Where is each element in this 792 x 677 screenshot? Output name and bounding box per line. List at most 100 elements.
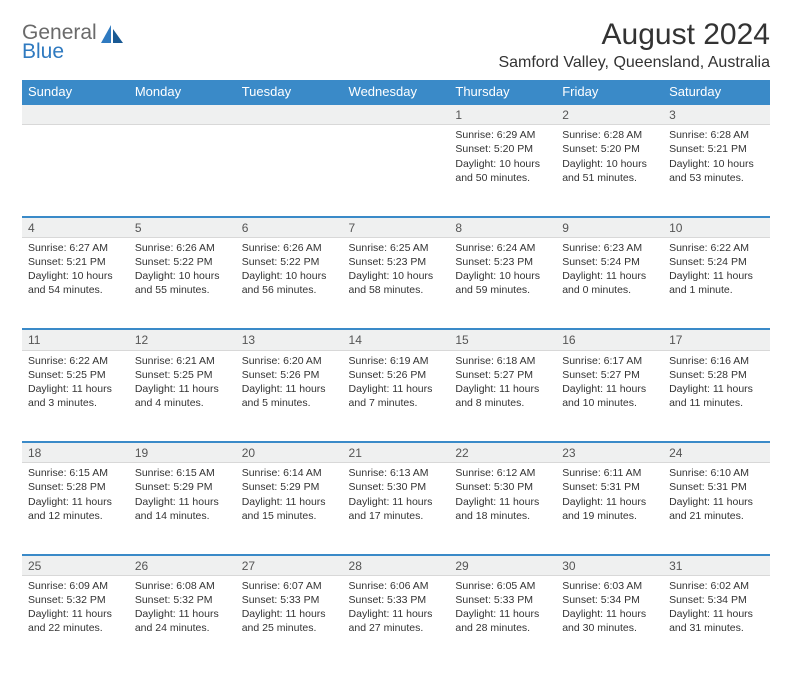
day-cell-body: Sunrise: 6:11 AMSunset: 5:31 PMDaylight:… — [556, 463, 663, 527]
sunrise-line: Sunrise: 6:05 AM — [455, 579, 550, 593]
calendar-page: General Blue August 2024 Samford Valley,… — [0, 0, 792, 677]
day-cell-body: Sunrise: 6:07 AMSunset: 5:33 PMDaylight:… — [236, 576, 343, 640]
day-number-cell: 11 — [22, 329, 129, 350]
daylight-line: Daylight: 11 hours and 3 minutes. — [28, 382, 123, 410]
sunset-line: Sunset: 5:29 PM — [242, 480, 337, 494]
day-cell: Sunrise: 6:26 AMSunset: 5:22 PMDaylight:… — [129, 237, 236, 329]
daylight-line: Daylight: 10 hours and 54 minutes. — [28, 269, 123, 297]
sunrise-line: Sunrise: 6:26 AM — [242, 241, 337, 255]
day-cell-body: Sunrise: 6:02 AMSunset: 5:34 PMDaylight:… — [663, 576, 770, 640]
sunrise-line: Sunrise: 6:26 AM — [135, 241, 230, 255]
day-number-cell: 16 — [556, 329, 663, 350]
daynum-row: 45678910 — [22, 217, 770, 238]
day-cell: Sunrise: 6:19 AMSunset: 5:26 PMDaylight:… — [343, 350, 450, 442]
sunrise-line: Sunrise: 6:29 AM — [455, 128, 550, 142]
weekday-header: Sunday — [22, 80, 129, 104]
day-cell: Sunrise: 6:18 AMSunset: 5:27 PMDaylight:… — [449, 350, 556, 442]
day-cell: Sunrise: 6:03 AMSunset: 5:34 PMDaylight:… — [556, 575, 663, 667]
day-cell: Sunrise: 6:22 AMSunset: 5:24 PMDaylight:… — [663, 237, 770, 329]
day-cell: Sunrise: 6:11 AMSunset: 5:31 PMDaylight:… — [556, 463, 663, 555]
sunset-line: Sunset: 5:24 PM — [669, 255, 764, 269]
daylight-line: Daylight: 11 hours and 12 minutes. — [28, 495, 123, 523]
weekday-header: Wednesday — [343, 80, 450, 104]
day-number-cell — [343, 104, 450, 125]
day-cell-body: Sunrise: 6:15 AMSunset: 5:28 PMDaylight:… — [22, 463, 129, 527]
sunset-line: Sunset: 5:31 PM — [562, 480, 657, 494]
sunrise-line: Sunrise: 6:28 AM — [669, 128, 764, 142]
weekday-header-row: Sunday Monday Tuesday Wednesday Thursday… — [22, 80, 770, 104]
day-number-cell: 20 — [236, 442, 343, 463]
sunrise-line: Sunrise: 6:23 AM — [562, 241, 657, 255]
sunset-line: Sunset: 5:25 PM — [135, 368, 230, 382]
sunset-line: Sunset: 5:28 PM — [669, 368, 764, 382]
daylight-line: Daylight: 11 hours and 5 minutes. — [242, 382, 337, 410]
day-cell-body: Sunrise: 6:06 AMSunset: 5:33 PMDaylight:… — [343, 576, 450, 640]
week-row: Sunrise: 6:22 AM Sunset: 5:25 PM Daylight:… — [22, 350, 770, 442]
sunrise-line: Sunrise: 6:22 AM — [28, 354, 123, 368]
sunrise-line: Sunrise: 6:11 AM — [562, 466, 657, 480]
day-number-cell: 30 — [556, 555, 663, 576]
weekday-header: Monday — [129, 80, 236, 104]
sunset-line: Sunset: 5:20 PM — [455, 142, 550, 156]
day-cell-body: Sunrise: 6:12 AMSunset: 5:30 PMDaylight:… — [449, 463, 556, 527]
day-cell: Sunrise: 6:25 AMSunset: 5:23 PMDaylight:… — [343, 237, 450, 329]
day-cell: Sunrise: 6:22 AMSunset: 5:25 PMDaylight:… — [22, 350, 129, 442]
daylight-line: Daylight: 10 hours and 51 minutes. — [562, 157, 657, 185]
sunrise-line: Sunrise: 6:12 AM — [455, 466, 550, 480]
logo-text: General Blue — [22, 24, 97, 62]
daylight-line: Daylight: 10 hours and 58 minutes. — [349, 269, 444, 297]
day-number-cell: 5 — [129, 217, 236, 238]
daylight-line: Daylight: 10 hours and 53 minutes. — [669, 157, 764, 185]
sunrise-line: Sunrise: 6:19 AM — [349, 354, 444, 368]
day-cell: Sunrise: 6:12 AMSunset: 5:30 PMDaylight:… — [449, 463, 556, 555]
daylight-line: Daylight: 11 hours and 21 minutes. — [669, 495, 764, 523]
daylight-line: Daylight: 11 hours and 15 minutes. — [242, 495, 337, 523]
day-number-cell: 17 — [663, 329, 770, 350]
sunset-line: Sunset: 5:33 PM — [455, 593, 550, 607]
weekday-header: Tuesday — [236, 80, 343, 104]
day-cell-body: Sunrise: 6:14 AMSunset: 5:29 PMDaylight:… — [236, 463, 343, 527]
sunrise-line: Sunrise: 6:10 AM — [669, 466, 764, 480]
day-number-cell: 18 — [22, 442, 129, 463]
daylight-line: Daylight: 11 hours and 18 minutes. — [455, 495, 550, 523]
day-cell — [343, 125, 450, 217]
daylight-line: Daylight: 11 hours and 1 minute. — [669, 269, 764, 297]
day-cell-body: Sunrise: 6:05 AMSunset: 5:33 PMDaylight:… — [449, 576, 556, 640]
day-cell-body: Sunrise: 6:22 AMSunset: 5:24 PMDaylight:… — [663, 238, 770, 302]
day-number-cell — [22, 104, 129, 125]
day-cell-body: Sunrise: 6:03 AMSunset: 5:34 PMDaylight:… — [556, 576, 663, 640]
day-cell: Sunrise: 6:24 AMSunset: 5:23 PMDaylight:… — [449, 237, 556, 329]
day-number-cell: 24 — [663, 442, 770, 463]
weekday-header: Thursday — [449, 80, 556, 104]
daylight-line: Daylight: 10 hours and 50 minutes. — [455, 157, 550, 185]
daynum-row: 18192021222324 — [22, 442, 770, 463]
day-cell-body: Sunrise: 6:19 AMSunset: 5:26 PMDaylight:… — [343, 351, 450, 415]
sunset-line: Sunset: 5:33 PM — [349, 593, 444, 607]
daylight-line: Daylight: 11 hours and 14 minutes. — [135, 495, 230, 523]
daylight-line: Daylight: 11 hours and 10 minutes. — [562, 382, 657, 410]
calendar-table: Sunday Monday Tuesday Wednesday Thursday… — [22, 80, 770, 667]
sunrise-line: Sunrise: 6:27 AM — [28, 241, 123, 255]
week-row: Sunrise: 6:15 AMSunset: 5:28 PMDaylight:… — [22, 463, 770, 555]
sunrise-line: Sunrise: 6:21 AM — [135, 354, 230, 368]
sunset-line: Sunset: 5:28 PM — [28, 480, 123, 494]
day-cell-body: Sunrise: 6:24 AMSunset: 5:23 PMDaylight:… — [449, 238, 556, 302]
title-block: August 2024 Samford Valley, Queensland, … — [498, 18, 770, 72]
sunrise-line: Sunrise: 6:15 AM — [28, 466, 123, 480]
sail-icon — [99, 23, 125, 50]
sunset-line: Sunset: 5:32 PM — [135, 593, 230, 607]
day-cell — [22, 125, 129, 217]
day-number-cell: 12 — [129, 329, 236, 350]
sunset-line: Sunset: 5:34 PM — [669, 593, 764, 607]
day-cell-body: Sunrise: 6:10 AMSunset: 5:31 PMDaylight:… — [663, 463, 770, 527]
daylight-line: Daylight: 11 hours and 19 minutes. — [562, 495, 657, 523]
day-cell: Sunrise: 6:09 AMSunset: 5:32 PMDaylight:… — [22, 575, 129, 667]
week-row: Sunrise: 6:09 AMSunset: 5:32 PMDaylight:… — [22, 575, 770, 667]
day-number-cell: 19 — [129, 442, 236, 463]
day-number-cell: 10 — [663, 217, 770, 238]
day-cell: Sunrise: 6:08 AMSunset: 5:32 PMDaylight:… — [129, 575, 236, 667]
day-cell-body: Sunrise: 6:18 AMSunset: 5:27 PMDaylight:… — [449, 351, 556, 415]
day-number-cell: 29 — [449, 555, 556, 576]
day-cell: Sunrise: 6:15 AMSunset: 5:28 PMDaylight:… — [22, 463, 129, 555]
sunrise-line: Sunrise: 6:09 AM — [28, 579, 123, 593]
